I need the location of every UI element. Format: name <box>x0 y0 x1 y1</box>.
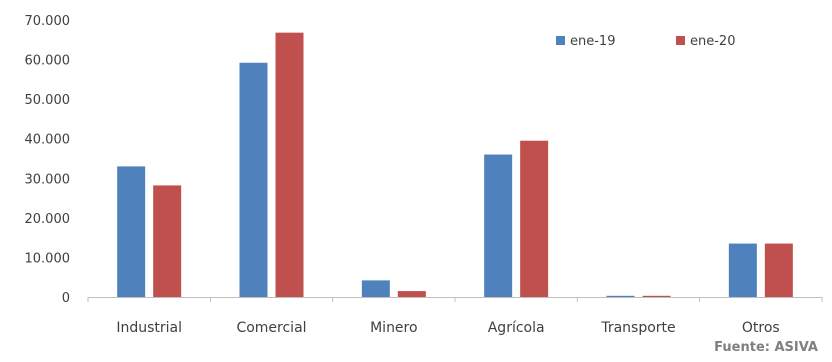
legend-swatch-ene-19 <box>556 36 565 45</box>
bar-ene-19-comercial <box>239 62 268 297</box>
source-label: Fuente: ASIVA <box>714 340 818 355</box>
y-tick-label: 20.000 <box>25 212 71 227</box>
y-tick-label: 40.000 <box>25 133 71 148</box>
x-category-label: Transporte <box>600 320 675 336</box>
x-category-label: Industrial <box>116 320 182 336</box>
bar-ene-19-transporte <box>606 295 635 297</box>
x-category-label: Minero <box>370 320 417 336</box>
bar-ene-20-otros <box>764 243 793 297</box>
bar-ene-19-industrial <box>117 166 146 297</box>
legend-label: ene-20 <box>690 34 735 49</box>
bar-ene-20-transporte <box>642 295 671 297</box>
bar-ene-19-agrícola <box>484 154 513 297</box>
y-tick-label: 60.000 <box>25 54 71 69</box>
x-category-label: Otros <box>742 320 780 336</box>
bar-ene-20-minero <box>397 291 426 297</box>
legend-label: ene-19 <box>570 34 615 49</box>
y-tick-label: 30.000 <box>25 172 71 187</box>
y-tick-label: 10.000 <box>25 251 71 266</box>
bar-ene-19-minero <box>361 280 390 297</box>
bar-ene-20-agrícola <box>520 140 549 297</box>
legend-swatch-ene-20 <box>676 36 685 45</box>
y-tick-label: 50.000 <box>25 93 71 108</box>
x-category-label: Agrícola <box>488 320 545 336</box>
bar-ene-20-industrial <box>153 185 182 297</box>
bar-ene-20-comercial <box>275 32 304 298</box>
y-tick-label: 70.000 <box>25 14 71 29</box>
y-tick-label: 0 <box>62 291 70 306</box>
x-category-label: Comercial <box>236 320 306 336</box>
bar-ene-19-otros <box>728 243 757 297</box>
